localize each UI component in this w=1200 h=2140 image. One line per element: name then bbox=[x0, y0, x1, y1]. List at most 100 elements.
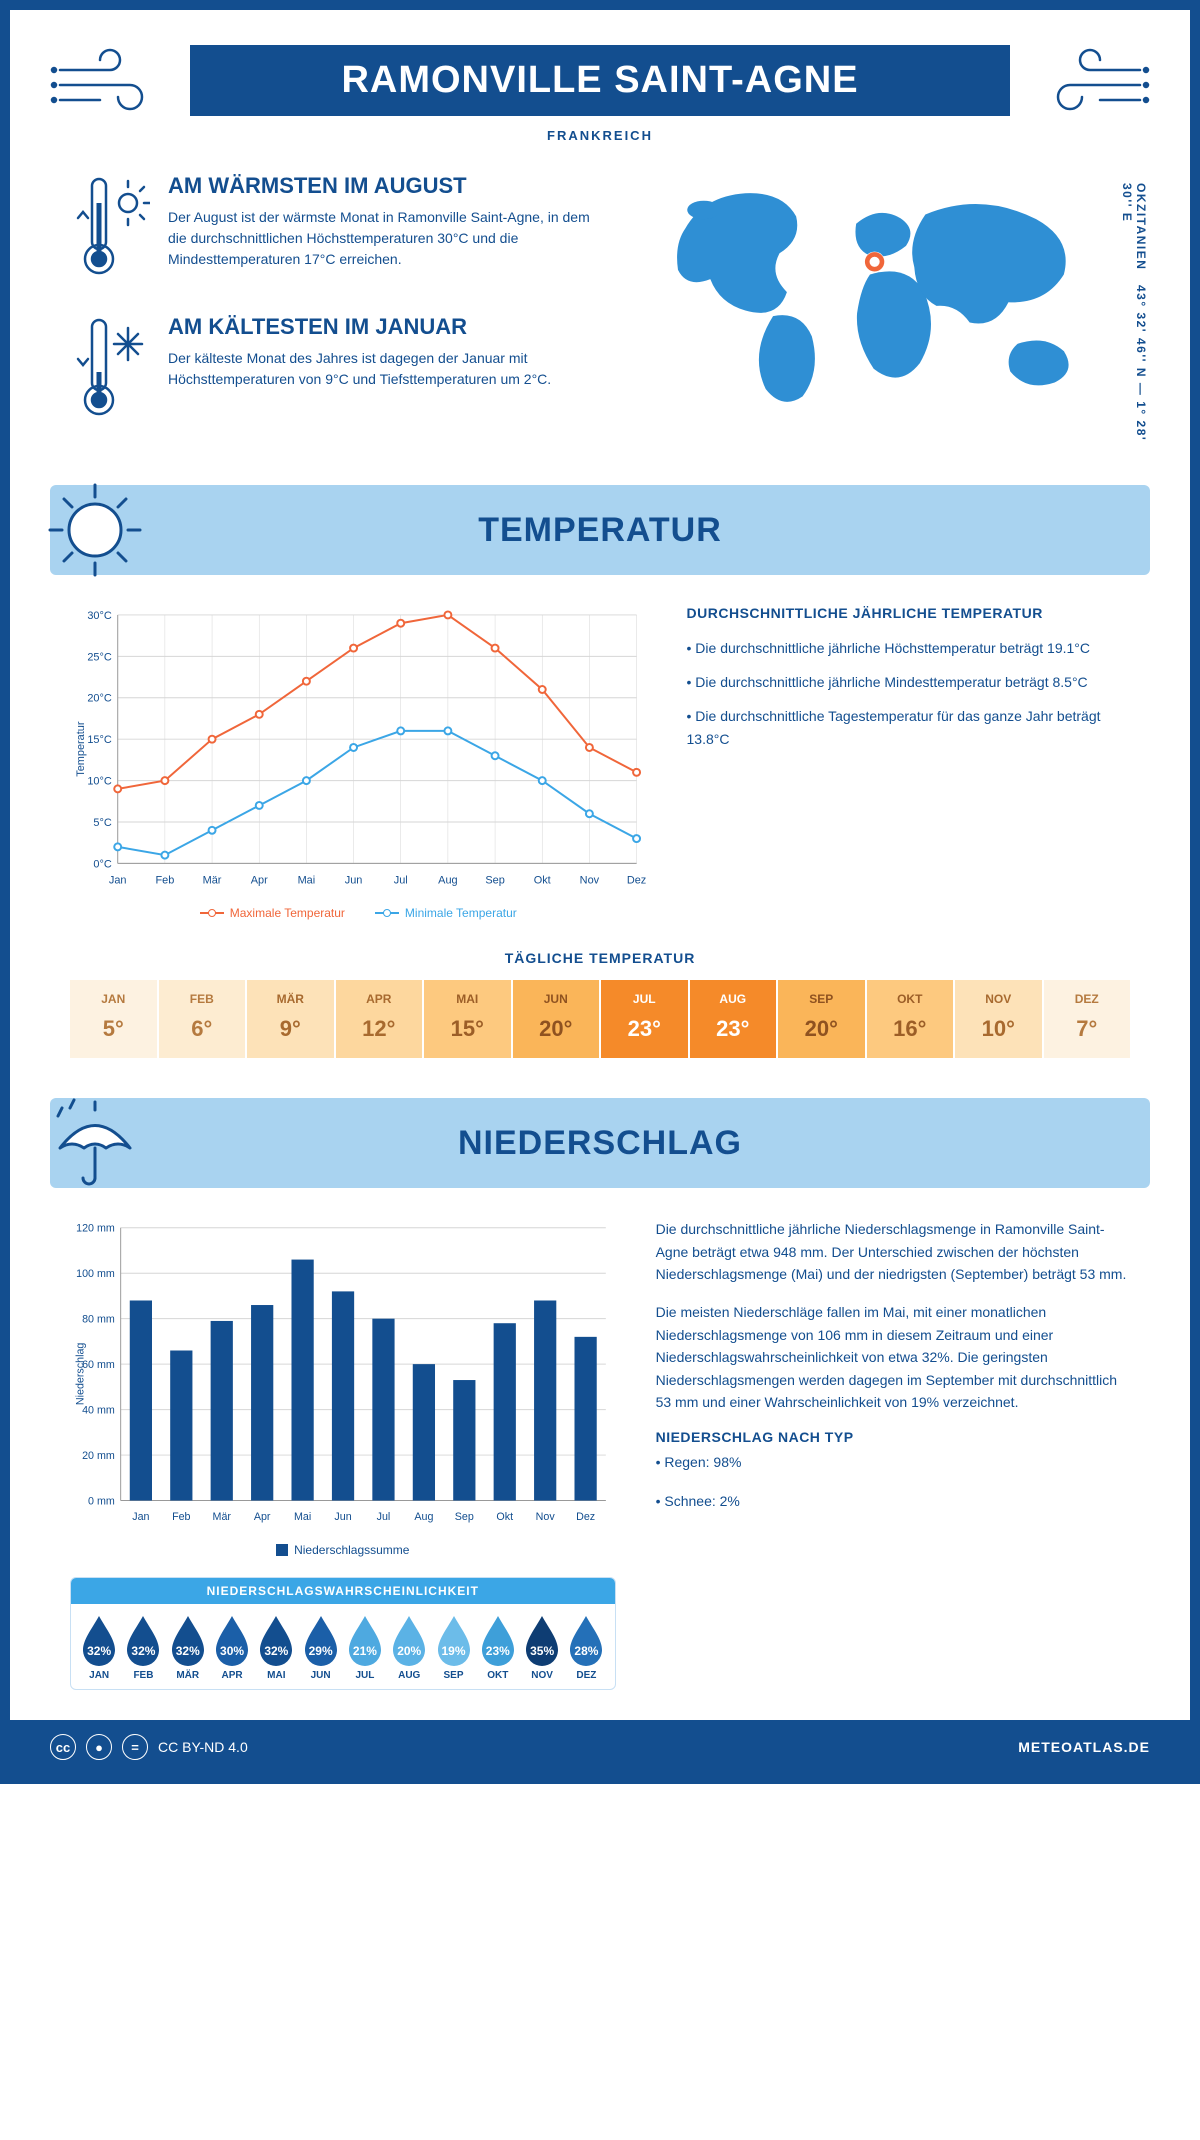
header: RAMONVILLE SAINT-AGNE bbox=[10, 10, 1190, 128]
svg-text:Jan: Jan bbox=[109, 874, 127, 886]
svg-text:Mai: Mai bbox=[298, 874, 316, 886]
svg-text:Jul: Jul bbox=[394, 874, 408, 886]
daily-temp-cell: MÄR9° bbox=[247, 980, 334, 1058]
precip-banner: NIEDERSCHLAG bbox=[50, 1098, 1150, 1188]
precip-section-title: NIEDERSCHLAG bbox=[50, 1124, 1150, 1163]
probability-box: NIEDERSCHLAGSWAHRSCHEINLICHKEIT 32% JAN … bbox=[70, 1577, 616, 1690]
sun-icon bbox=[40, 475, 150, 585]
probability-cell: 20% AUG bbox=[387, 1614, 431, 1681]
legend-max-label: Maximale Temperatur bbox=[230, 906, 345, 920]
daily-temp-cell: MAI15° bbox=[424, 980, 511, 1058]
svg-text:40 mm: 40 mm bbox=[82, 1405, 115, 1417]
svg-text:Aug: Aug bbox=[438, 874, 457, 886]
temperature-row: 0°C5°C10°C15°C20°C25°C30°CJanFebMärAprMa… bbox=[10, 605, 1190, 950]
daily-temp-cell: DEZ7° bbox=[1044, 980, 1131, 1058]
precip-p1: Die durchschnittliche jährliche Niedersc… bbox=[656, 1218, 1130, 1285]
probability-cell: 35% NOV bbox=[520, 1614, 564, 1681]
svg-text:Sep: Sep bbox=[455, 1511, 474, 1523]
raindrop-icon: 29% bbox=[300, 1614, 342, 1666]
svg-text:Nov: Nov bbox=[536, 1511, 556, 1523]
site-label: METEOATLAS.DE bbox=[1018, 1739, 1150, 1755]
precip-text: Die durchschnittliche jährliche Niedersc… bbox=[656, 1218, 1130, 1690]
raindrop-icon: 35% bbox=[521, 1614, 563, 1666]
daily-temp-cell: APR12° bbox=[336, 980, 423, 1058]
temperature-line-chart: 0°C5°C10°C15°C20°C25°C30°CJanFebMärAprMa… bbox=[70, 605, 647, 920]
probability-cell: 32% MAI bbox=[254, 1614, 298, 1681]
svg-text:Jan: Jan bbox=[132, 1511, 149, 1523]
daily-temp-cell: JAN5° bbox=[70, 980, 157, 1058]
daily-temp-cell: NOV10° bbox=[955, 980, 1042, 1058]
svg-text:Mai: Mai bbox=[294, 1511, 311, 1523]
probability-cell: 32% FEB bbox=[121, 1614, 165, 1681]
daily-temp-title: TÄGLICHE TEMPERATUR bbox=[10, 950, 1190, 966]
svg-text:Apr: Apr bbox=[254, 1511, 271, 1523]
svg-text:Dez: Dez bbox=[576, 1511, 595, 1523]
daily-temp-cell: OKT16° bbox=[867, 980, 954, 1058]
svg-text:0°C: 0°C bbox=[93, 858, 111, 870]
precip-type-rain: • Regen: 98% bbox=[656, 1451, 1130, 1473]
svg-text:60 mm: 60 mm bbox=[82, 1359, 115, 1371]
svg-text:Mär: Mär bbox=[213, 1511, 232, 1523]
probability-cell: 32% JAN bbox=[77, 1614, 121, 1681]
raindrop-icon: 23% bbox=[477, 1614, 519, 1666]
legend-min-label: Minimale Temperatur bbox=[405, 906, 517, 920]
map-block: OKZITANIEN 43° 32' 46'' N — 1° 28' 30'' … bbox=[628, 173, 1130, 455]
wind-icon-right bbox=[1030, 40, 1150, 120]
wind-icon-left bbox=[50, 40, 170, 120]
svg-text:120 mm: 120 mm bbox=[76, 1223, 115, 1235]
svg-text:Temperatur: Temperatur bbox=[75, 721, 87, 777]
svg-text:25°C: 25°C bbox=[87, 651, 112, 663]
coldest-heading: AM KÄLTESTEN IM JANUAR bbox=[168, 314, 598, 340]
svg-text:15°C: 15°C bbox=[87, 734, 112, 746]
avg-temp-p3: • Die durchschnittliche Tagestemperatur … bbox=[687, 705, 1130, 753]
probability-cell: 21% JUL bbox=[343, 1614, 387, 1681]
raindrop-icon: 19% bbox=[433, 1614, 475, 1666]
thermometer-hot-icon bbox=[70, 173, 150, 288]
svg-text:Okt: Okt bbox=[534, 874, 551, 886]
raindrop-icon: 30% bbox=[211, 1614, 253, 1666]
svg-text:Nov: Nov bbox=[580, 874, 600, 886]
country-label: FRANKREICH bbox=[10, 128, 1190, 143]
svg-text:80 mm: 80 mm bbox=[82, 1314, 115, 1326]
warmest-text: Der August ist der wärmste Monat in Ramo… bbox=[168, 207, 598, 270]
precip-legend: Niederschlagssumme bbox=[70, 1543, 616, 1557]
daily-temp-cell: AUG23° bbox=[690, 980, 777, 1058]
svg-text:Apr: Apr bbox=[251, 874, 268, 886]
daily-temp-cell: JUN20° bbox=[513, 980, 600, 1058]
svg-text:Okt: Okt bbox=[496, 1511, 513, 1523]
svg-text:Niederschlag: Niederschlag bbox=[75, 1343, 87, 1406]
precip-bar-chart: 0 mm20 mm40 mm60 mm80 mm100 mm120 mmJanF… bbox=[70, 1218, 616, 1535]
svg-text:Dez: Dez bbox=[627, 874, 646, 886]
raindrop-icon: 32% bbox=[167, 1614, 209, 1666]
svg-text:100 mm: 100 mm bbox=[76, 1268, 115, 1280]
svg-text:Mär: Mär bbox=[203, 874, 222, 886]
precip-p2: Die meisten Niederschläge fallen im Mai,… bbox=[656, 1301, 1130, 1413]
warmest-heading: AM WÄRMSTEN IM AUGUST bbox=[168, 173, 598, 199]
temperature-section-title: TEMPERATUR bbox=[50, 511, 1150, 550]
thermometer-cold-icon bbox=[70, 314, 150, 429]
avg-temp-heading: DURCHSCHNITTLICHE JÄHRLICHE TEMPERATUR bbox=[687, 605, 1130, 621]
precip-type-snow: • Schnee: 2% bbox=[656, 1490, 1130, 1512]
probability-cell: 28% DEZ bbox=[564, 1614, 608, 1681]
umbrella-icon bbox=[40, 1088, 150, 1198]
svg-text:Feb: Feb bbox=[155, 874, 174, 886]
raindrop-icon: 21% bbox=[344, 1614, 386, 1666]
daily-temp-cell: SEP20° bbox=[778, 980, 865, 1058]
precip-legend-label: Niederschlagssumme bbox=[294, 1543, 409, 1557]
raindrop-icon: 32% bbox=[122, 1614, 164, 1666]
probability-cell: 30% APR bbox=[210, 1614, 254, 1681]
precip-type-heading: NIEDERSCHLAG NACH TYP bbox=[656, 1429, 1130, 1445]
svg-text:Jul: Jul bbox=[377, 1511, 391, 1523]
page-title: RAMONVILLE SAINT-AGNE bbox=[190, 45, 1010, 116]
by-icon: ● bbox=[86, 1734, 112, 1760]
summary-row: AM WÄRMSTEN IM AUGUST Der August ist der… bbox=[10, 173, 1190, 485]
license-label: CC BY-ND 4.0 bbox=[158, 1739, 248, 1755]
license-block: cc ● = CC BY-ND 4.0 bbox=[50, 1734, 248, 1760]
raindrop-icon: 32% bbox=[78, 1614, 120, 1666]
temperature-text: DURCHSCHNITTLICHE JÄHRLICHE TEMPERATUR •… bbox=[687, 605, 1130, 920]
coldest-text: Der kälteste Monat des Jahres ist dagege… bbox=[168, 348, 598, 390]
svg-text:20 mm: 20 mm bbox=[82, 1450, 115, 1462]
temperature-legend: Maximale Temperatur Minimale Temperatur bbox=[70, 906, 647, 920]
coldest-block: AM KÄLTESTEN IM JANUAR Der kälteste Mona… bbox=[70, 314, 598, 429]
svg-text:10°C: 10°C bbox=[87, 776, 112, 788]
